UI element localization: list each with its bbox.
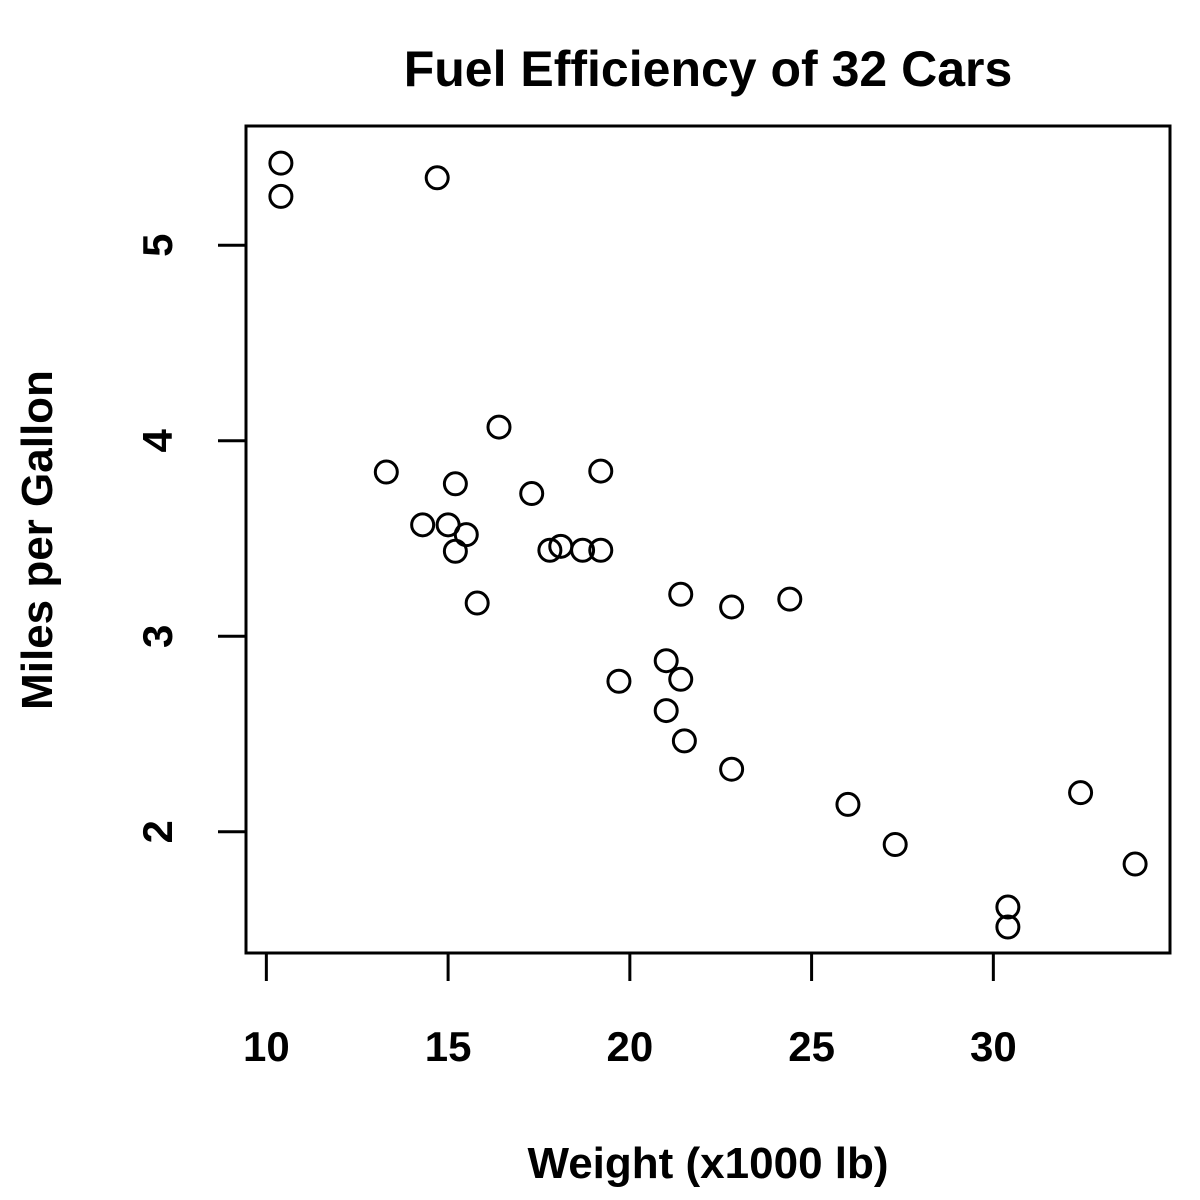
x-tick-label: 15 bbox=[425, 1023, 472, 1070]
data-point bbox=[373, 459, 399, 485]
y-tick-label: 2 bbox=[134, 820, 181, 843]
data-point bbox=[537, 537, 563, 563]
x-tick-label: 10 bbox=[243, 1023, 290, 1070]
data-point bbox=[606, 668, 632, 694]
data-point bbox=[268, 183, 294, 209]
data-point bbox=[464, 590, 490, 616]
data-point bbox=[995, 914, 1021, 940]
x-axis-ticks: 10 15 20 25 30 bbox=[243, 953, 1017, 1070]
data-point bbox=[835, 791, 861, 817]
data-point bbox=[653, 648, 679, 674]
chart-title: Fuel Efficiency of 32 Cars bbox=[404, 41, 1013, 97]
data-point bbox=[668, 581, 694, 607]
data-point bbox=[777, 586, 803, 612]
data-point bbox=[453, 522, 479, 548]
y-tick-label: 3 bbox=[134, 625, 181, 648]
data-points bbox=[268, 150, 1148, 940]
data-point bbox=[995, 894, 1021, 920]
data-point bbox=[268, 150, 294, 176]
data-point bbox=[668, 666, 694, 692]
y-tick-label: 5 bbox=[134, 234, 181, 257]
y-axis-label: Miles per Gallon bbox=[13, 370, 62, 710]
data-point bbox=[653, 698, 679, 724]
data-point bbox=[486, 414, 512, 440]
data-point bbox=[1068, 780, 1094, 806]
data-point bbox=[570, 537, 596, 563]
data-point bbox=[882, 831, 908, 857]
data-point bbox=[719, 756, 745, 782]
data-point bbox=[588, 458, 614, 484]
data-point bbox=[588, 537, 614, 563]
data-point bbox=[424, 165, 450, 191]
plot-area bbox=[244, 124, 1172, 955]
x-tick-label: 30 bbox=[970, 1023, 1017, 1070]
x-tick-label: 20 bbox=[606, 1023, 653, 1070]
x-axis-label: Weight (x1000 lb) bbox=[527, 1139, 888, 1188]
x-tick-label: 25 bbox=[788, 1023, 835, 1070]
y-tick-label: 4 bbox=[134, 428, 181, 452]
data-point bbox=[410, 512, 436, 538]
data-point bbox=[442, 538, 468, 564]
data-point bbox=[1122, 851, 1148, 877]
data-point bbox=[519, 481, 545, 507]
y-axis-ticks: 2 3 4 5 bbox=[134, 234, 246, 843]
data-point bbox=[442, 471, 468, 497]
data-point bbox=[671, 728, 697, 754]
data-point bbox=[719, 594, 745, 620]
